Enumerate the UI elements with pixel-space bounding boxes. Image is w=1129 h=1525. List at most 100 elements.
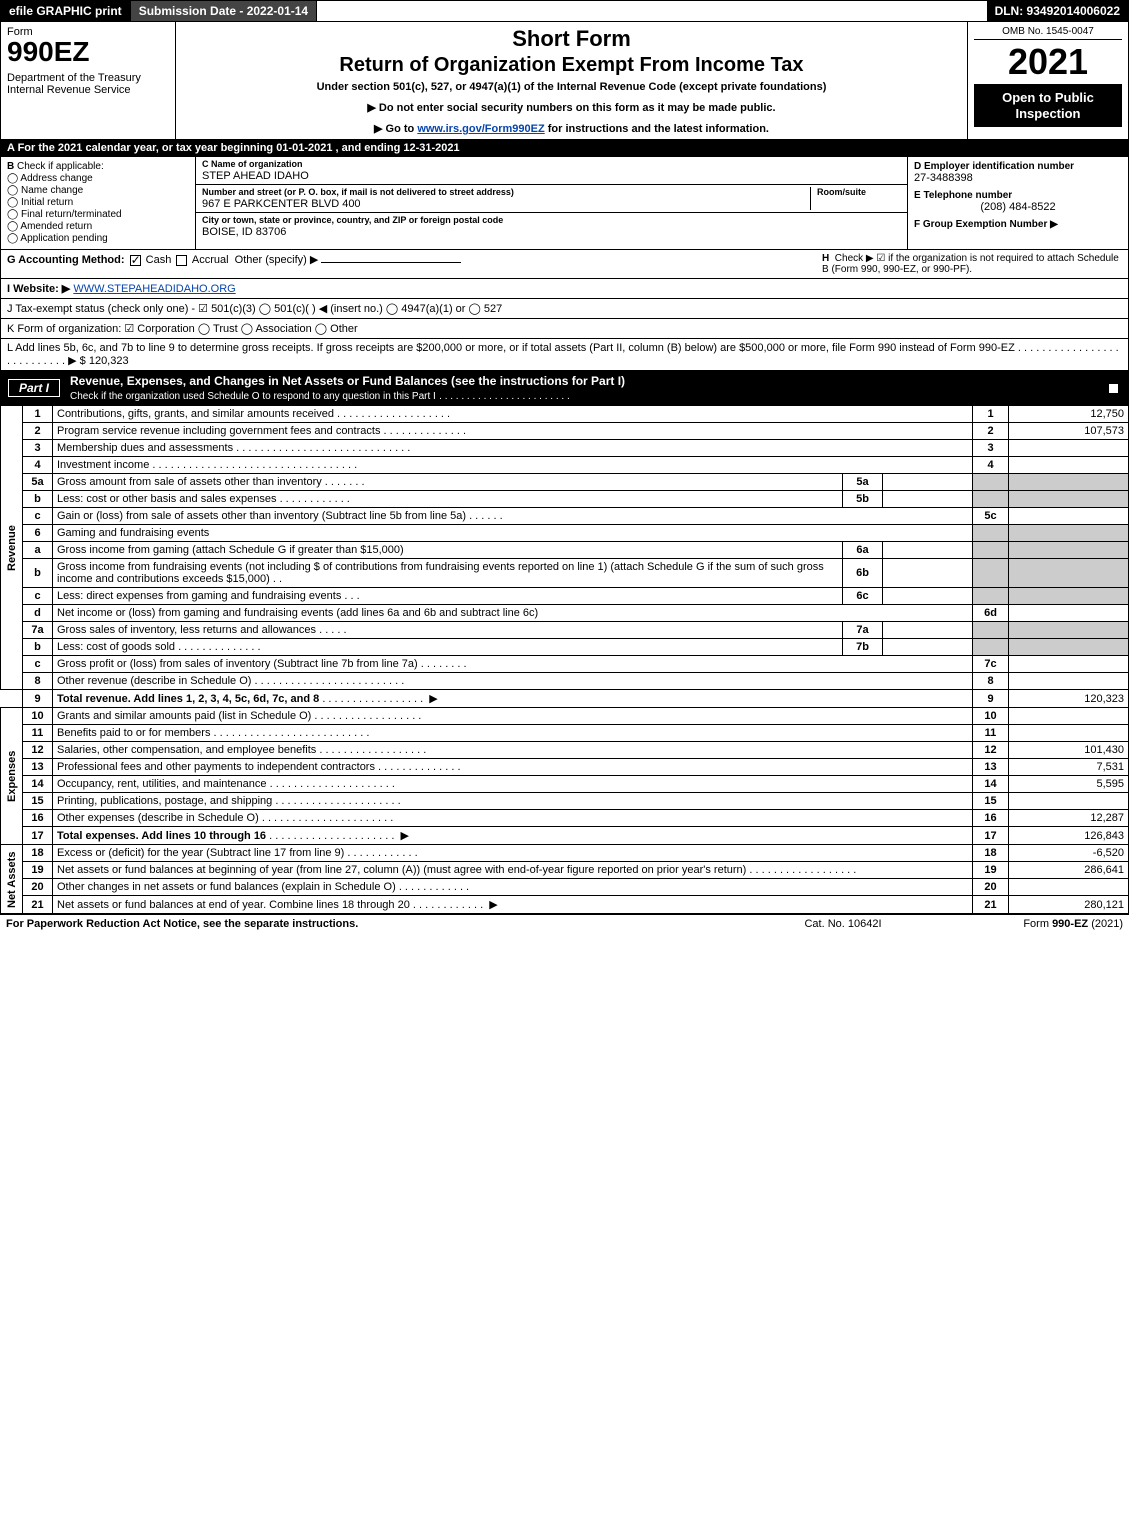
addr-label: Number and street (or P. O. box, if mail… [202, 187, 514, 197]
check-initial-return[interactable]: ◯ Initial return [7, 197, 189, 208]
line-5a-row: 5a Gross amount from sale of assets othe… [1, 474, 1129, 491]
check-amended-return[interactable]: ◯ Amended return [7, 221, 189, 232]
top-bar-spacer [317, 1, 986, 21]
line-20-row: 20 Other changes in net assets or fund b… [1, 879, 1129, 896]
inspection-label: Open to Public Inspection [974, 84, 1122, 127]
line-5c-row: c Gain or (loss) from sale of assets oth… [1, 508, 1129, 525]
line-9-row: 9 Total revenue. Add lines 1, 2, 3, 4, 5… [1, 690, 1129, 708]
line-10-row: Expenses 10 Grants and similar amounts p… [1, 708, 1129, 725]
irs-link[interactable]: www.irs.gov/Form990EZ [417, 123, 544, 135]
cash-checkbox[interactable] [130, 255, 141, 266]
line-15-row: 15 Printing, publications, postage, and … [1, 793, 1129, 810]
line-6b-row: b Gross income from fundraising events (… [1, 559, 1129, 588]
line-4-row: 4 Investment income . . . . . . . . . . … [1, 457, 1129, 474]
check-final-return[interactable]: ◯ Final return/terminated [7, 209, 189, 220]
line-6c-row: c Less: direct expenses from gaming and … [1, 588, 1129, 605]
section-b-label: B [7, 161, 14, 172]
line-8-row: 8 Other revenue (describe in Schedule O)… [1, 673, 1129, 690]
line-7b-row: b Less: cost of goods sold . . . . . . .… [1, 639, 1129, 656]
goto-note: ▶ Go to www.irs.gov/Form990EZ for instru… [184, 122, 959, 135]
header-right: OMB No. 1545-0047 2021 Open to Public In… [968, 22, 1128, 139]
line-11-row: 11 Benefits paid to or for members . . .… [1, 725, 1129, 742]
line-6a-row: a Gross income from gaming (attach Sched… [1, 542, 1129, 559]
footer-center: Cat. No. 10642I [743, 918, 943, 930]
org-name: STEP AHEAD IDAHO [202, 170, 309, 182]
cash-label: Cash [146, 254, 172, 266]
header-left: Form 990EZ Department of the Treasury In… [1, 22, 176, 139]
part-1-label: Part I [8, 379, 60, 397]
website-label: I Website: ▶ [7, 283, 70, 295]
line-13-row: 13 Professional fees and other payments … [1, 759, 1129, 776]
section-h-text: Check ▶ ☑ if the organization is not req… [822, 253, 1119, 275]
line-6d-row: d Net income or (loss) from gaming and f… [1, 605, 1129, 622]
department-label: Department of the Treasury Internal Reve… [7, 72, 169, 96]
check-address-change[interactable]: ◯ Address change [7, 173, 189, 184]
ein-value: 27-3488398 [914, 172, 973, 184]
line-14-row: 14 Occupancy, rent, utilities, and maint… [1, 776, 1129, 793]
org-name-label: C Name of organization [202, 159, 303, 169]
tax-year: 2021 [974, 44, 1122, 80]
under-section: Under section 501(c), 527, or 4947(a)(1)… [184, 81, 959, 93]
section-c: C Name of organization STEP AHEAD IDAHO … [196, 157, 908, 249]
other-specify-input[interactable] [321, 262, 461, 263]
accrual-label: Accrual [192, 254, 229, 266]
line-1-row: Revenue 1 Contributions, gifts, grants, … [1, 406, 1129, 423]
line-6-row: 6 Gaming and fundraising events [1, 525, 1129, 542]
part-1-check[interactable] [1108, 383, 1119, 394]
section-i: I Website: ▶ WWW.STEPAHEADIDAHO.ORG [0, 279, 1129, 299]
check-application-pending[interactable]: ◯ Application pending [7, 233, 189, 244]
line-19-row: 19 Net assets or fund balances at beginn… [1, 862, 1129, 879]
section-k: K Form of organization: ☑ Corporation ◯ … [0, 319, 1129, 339]
short-form-title: Short Form [184, 26, 959, 52]
check-if-label: Check if applicable: [17, 161, 104, 172]
line-12-row: 12 Salaries, other compensation, and emp… [1, 742, 1129, 759]
section-a-text: A For the 2021 calendar year, or tax yea… [7, 142, 460, 154]
page-footer: For Paperwork Reduction Act Notice, see … [0, 914, 1129, 933]
dln-label: DLN: 93492014006022 [987, 1, 1128, 21]
form-header: Form 990EZ Department of the Treasury In… [0, 22, 1129, 140]
group-exemption-label: F Group Exemption Number ▶ [914, 219, 1058, 230]
section-b: B Check if applicable: ◯ Address change … [1, 157, 196, 249]
section-h-label: H [822, 253, 829, 264]
form-number: 990EZ [7, 38, 169, 66]
footer-left: For Paperwork Reduction Act Notice, see … [6, 918, 743, 930]
section-l-text: L Add lines 5b, 6c, and 7b to line 9 to … [7, 342, 1015, 354]
revenue-side-label: Revenue [1, 406, 23, 690]
line-5b-row: b Less: cost or other basis and sales ex… [1, 491, 1129, 508]
line-18-row: Net Assets 18 Excess or (deficit) for th… [1, 845, 1129, 862]
check-name-change[interactable]: ◯ Name change [7, 185, 189, 196]
main-title: Return of Organization Exempt From Incom… [184, 54, 959, 77]
website-link[interactable]: WWW.STEPAHEADIDAHO.ORG [73, 283, 235, 295]
part-1-header: Part I Revenue, Expenses, and Changes in… [0, 371, 1129, 405]
net-assets-side-label: Net Assets [1, 845, 23, 914]
line-7a-row: 7a Gross sales of inventory, less return… [1, 622, 1129, 639]
efile-label[interactable]: efile GRAPHIC print [1, 1, 131, 21]
expenses-side-label: Expenses [1, 708, 23, 845]
section-l-amount: 120,323 [89, 355, 129, 367]
accrual-checkbox[interactable] [176, 255, 187, 266]
part-1-title: Revenue, Expenses, and Changes in Net As… [70, 374, 1106, 402]
ssn-note: ▶ Do not enter social security numbers o… [184, 101, 959, 114]
section-l-arrow: ▶ $ [68, 355, 86, 367]
line-2-row: 2 Program service revenue including gove… [1, 423, 1129, 440]
phone-value: (208) 484-8522 [914, 201, 1122, 213]
city-state-zip: BOISE, ID 83706 [202, 226, 286, 238]
street-address: 967 E PARKCENTER BLVD 400 [202, 198, 361, 210]
line-21-row: 21 Net assets or fund balances at end of… [1, 896, 1129, 914]
header-center: Short Form Return of Organization Exempt… [176, 22, 968, 139]
section-j-text: J Tax-exempt status (check only one) - ☑… [7, 302, 1122, 315]
part-1-table: Revenue 1 Contributions, gifts, grants, … [0, 405, 1129, 914]
line-16-row: 16 Other expenses (describe in Schedule … [1, 810, 1129, 827]
top-bar: efile GRAPHIC print Submission Date - 20… [0, 0, 1129, 22]
section-a: A For the 2021 calendar year, or tax yea… [0, 140, 1129, 157]
section-g-label: G Accounting Method: [7, 254, 125, 266]
section-l: L Add lines 5b, 6c, and 7b to line 9 to … [0, 339, 1129, 371]
footer-right: Form 990-EZ (2021) [943, 918, 1123, 930]
line-7c-row: c Gross profit or (loss) from sales of i… [1, 656, 1129, 673]
submission-date: Submission Date - 2022-01-14 [131, 1, 317, 21]
section-j: J Tax-exempt status (check only one) - ☑… [0, 299, 1129, 319]
line-17-row: 17 Total expenses. Add lines 10 through … [1, 827, 1129, 845]
omb-number: OMB No. 1545-0047 [974, 26, 1122, 40]
info-block: B Check if applicable: ◯ Address change … [0, 157, 1129, 250]
section-k-text: K Form of organization: ☑ Corporation ◯ … [7, 322, 1122, 335]
